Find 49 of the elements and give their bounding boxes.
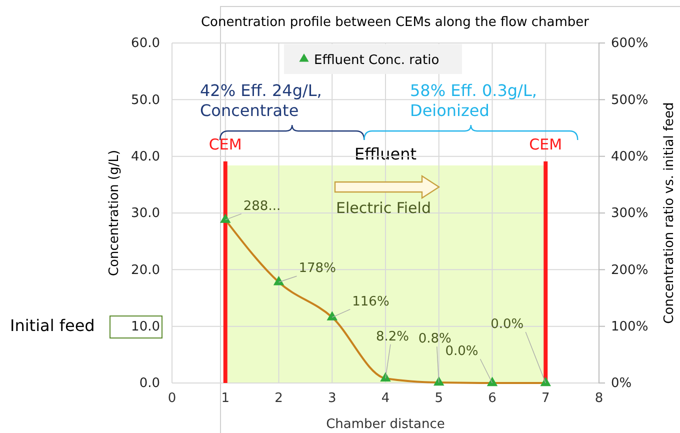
- point: [380, 372, 391, 382]
- data-label: 0.0%: [490, 317, 524, 332]
- band-label: Effluent: [354, 144, 416, 164]
- ref-line-label: CEM: [208, 135, 242, 154]
- y2-tick-label: 600%: [611, 36, 648, 52]
- ref-line-label: CEM: [529, 135, 562, 154]
- x-tick-label: 4: [381, 391, 390, 406]
- point: [326, 311, 338, 320]
- data-label: 0.8%: [418, 332, 452, 347]
- y-axis-title: Concentration (g/L): [107, 150, 122, 276]
- y-tick-label: 40.0: [131, 149, 160, 164]
- y-tick-label: 60.0: [131, 36, 160, 52]
- chart-title: Conentration profile between CEMs along the flow chamber: [200, 15, 590, 30]
- y-tick-label: 0.0: [139, 376, 160, 392]
- y2-tick-label: 400%: [611, 149, 648, 164]
- point: [486, 376, 498, 386]
- data-label: 0.0%: [445, 344, 478, 359]
- y2-tick-label: 0%: [611, 376, 632, 392]
- point: [434, 376, 444, 386]
- x-tick-label: 0: [168, 391, 176, 406]
- x-tick-label: 7: [541, 391, 550, 406]
- y-tick-label: 50.0: [131, 92, 160, 108]
- data-label: 288...: [243, 198, 281, 214]
- point: [220, 214, 231, 223]
- y2-tick-label: 200%: [611, 262, 648, 278]
- point: [273, 276, 284, 286]
- y-tick-label: 30.0: [131, 206, 160, 222]
- legend-label: Effluent Conc. ratio: [314, 53, 440, 68]
- point: [540, 376, 551, 386]
- data-label: 8.2%: [376, 329, 410, 344]
- annotation: 42% Eff. 24g/L, Concentrate: [200, 81, 322, 120]
- y-tick-label: 20.0: [131, 262, 160, 278]
- x-tick-label: 1: [221, 391, 230, 406]
- x-tick-label: 2: [274, 391, 283, 406]
- text: Initial feed: [10, 316, 95, 335]
- x-tick-label: 6: [488, 391, 496, 406]
- y2-axis-title: Concentration ratio vs. initial feed: [662, 102, 677, 324]
- data-label: 116%: [352, 294, 390, 310]
- annotation: 58% Eff. 0.3g/L, Deionized: [410, 81, 537, 120]
- y2-tick-label: 500%: [611, 92, 648, 108]
- x-tick-label: 5: [434, 391, 444, 406]
- y2-tick-label: 100%: [611, 319, 648, 334]
- x-tick-label: 8: [594, 391, 604, 406]
- x-axis-title: Chamber distance: [326, 417, 445, 432]
- y2-tick-label: 300%: [611, 206, 648, 222]
- x-tick-label: 3: [328, 391, 336, 406]
- annotation: Electric Field: [336, 199, 431, 217]
- data-label: 178%: [298, 261, 336, 276]
- y-tick-label: 10.0: [131, 319, 160, 334]
